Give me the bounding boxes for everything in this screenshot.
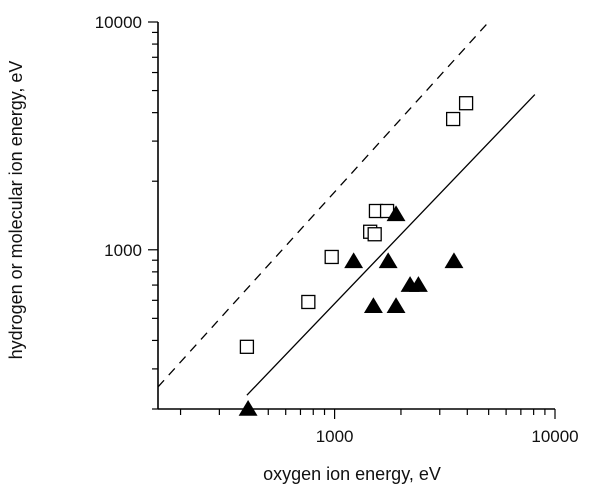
data-points (238, 96, 474, 416)
open-square-point (239, 339, 255, 354)
open-square-point (445, 111, 461, 127)
filled-triangle-point (444, 252, 464, 269)
filled-triangle-point (378, 252, 398, 269)
open-square-point (458, 96, 474, 111)
x-axis-title: oxygen ion energy, eV (263, 464, 441, 484)
y-tick-label: 1000 (104, 241, 142, 260)
open-square-point (324, 249, 339, 265)
axes (148, 21, 556, 419)
y-axis-title: hydrogen or molecular ion energy, eV (6, 61, 26, 360)
filled-triangle-point (386, 297, 406, 314)
filled-triangle-point (344, 252, 364, 269)
y-tick-label: 10000 (95, 13, 142, 32)
filled-triangle-point (238, 400, 258, 416)
x-tick-label: 1000 (316, 427, 354, 446)
open-square-point (367, 227, 382, 242)
solid-reference-line (246, 94, 536, 396)
x-tick-label: 10000 (531, 427, 578, 446)
filled-triangle-point (408, 276, 428, 292)
dashed-reference-line (157, 21, 490, 388)
filled-triangle-point (386, 205, 406, 222)
axis-labels: oxygen ion energy, eV hydrogen or molecu… (6, 13, 579, 484)
reference-lines (157, 21, 536, 396)
open-square-point (301, 294, 316, 310)
filled-triangle-point (363, 297, 383, 314)
